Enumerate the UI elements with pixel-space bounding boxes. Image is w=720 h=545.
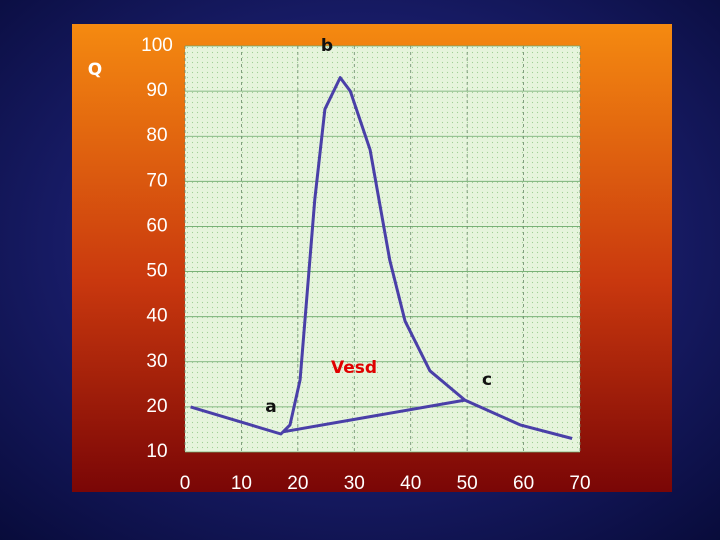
y-tick-label: 10 [146, 441, 167, 462]
y-tick-label: 40 [146, 306, 167, 327]
annotation: a [265, 397, 276, 417]
data-line [190, 76, 573, 440]
data-line [283, 398, 466, 434]
x-tick-label: 60 [513, 473, 534, 494]
y-tick-label: 50 [146, 261, 167, 282]
y-tick-label: 60 [146, 215, 167, 236]
y-tick-label: 80 [146, 125, 167, 146]
x-tick-label: 0 [180, 473, 191, 494]
x-tick-label: 10 [231, 473, 252, 494]
x-tick-label: 40 [400, 473, 421, 494]
y-axis-label: Q [88, 60, 102, 80]
annotation: c [482, 370, 492, 390]
y-tick-label: 30 [146, 351, 167, 372]
annotation: Vesd [331, 358, 377, 378]
x-tick-label: 20 [287, 473, 308, 494]
y-tick-label: 100 [141, 35, 173, 56]
y-tick-label: 20 [146, 396, 167, 417]
y-tick-label: 90 [146, 80, 167, 101]
x-tick-label: 30 [344, 473, 365, 494]
y-tick-label: 70 [146, 170, 167, 191]
annotation: b [321, 36, 333, 56]
x-tick-label: 50 [457, 473, 478, 494]
plot-area [185, 46, 580, 452]
x-tick-label: 70 [569, 473, 590, 494]
